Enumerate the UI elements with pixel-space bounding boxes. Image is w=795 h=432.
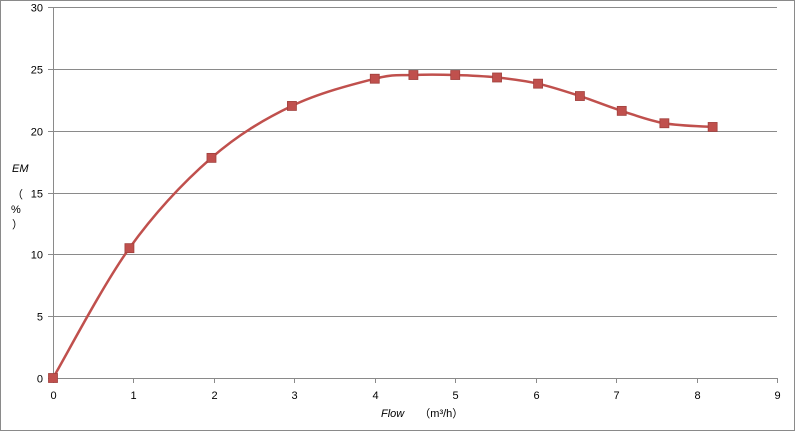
data-point-marker (287, 101, 297, 111)
x-axis-title: Flow （m³/h） (381, 407, 463, 420)
x-axis-title-name: Flow (381, 408, 405, 420)
x-tick-label: 9 (774, 390, 780, 402)
x-tick-label: 3 (291, 390, 297, 402)
data-point-marker (575, 91, 585, 101)
y-axis-title-unit-percent: % (11, 204, 21, 216)
series (48, 70, 718, 383)
x-tick-label: 6 (533, 390, 539, 402)
y-tick-label: 0 (37, 374, 43, 386)
x-tick-label: 5 (452, 390, 458, 402)
tick-labels: 0 5 10 15 20 25 30 0 1 2 3 4 5 6 7 8 9 (31, 3, 781, 403)
y-tick-label: 10 (31, 250, 43, 262)
data-point-marker (616, 105, 627, 116)
x-tick-label: 8 (694, 390, 700, 402)
x-tick-label: 2 (211, 390, 217, 402)
y-tick-label: 20 (31, 127, 43, 139)
y-axis-title-unit-close: ） (12, 218, 23, 231)
data-point-marker (369, 73, 380, 84)
gridlines (53, 7, 777, 317)
y-tick-label: 25 (31, 65, 43, 77)
y-tick-label: 15 (31, 189, 43, 201)
data-point-marker (492, 72, 502, 83)
axes (48, 7, 778, 383)
x-tick-label: 4 (372, 390, 378, 402)
data-point-marker (124, 243, 135, 254)
x-tick-label: 0 (50, 390, 56, 402)
data-point-marker (450, 70, 461, 80)
data-point-marker (707, 122, 718, 132)
data-point-marker (408, 70, 419, 80)
series-line (51, 73, 713, 379)
y-axis-title-name: EM (12, 163, 29, 175)
data-point-marker (48, 373, 58, 383)
data-point-marker (206, 152, 217, 163)
x-tick-label: 1 (130, 390, 136, 402)
axis-titles: Flow （m³/h） EM （ % ） (11, 163, 463, 420)
data-point-marker (533, 78, 543, 89)
x-axis-title-unit: （m³/h） (419, 407, 463, 420)
y-tick-label: 5 (37, 312, 43, 324)
data-point-marker (659, 118, 670, 129)
y-tick-label: 30 (31, 3, 43, 15)
x-tick-label: 7 (613, 390, 619, 402)
y-axis-title-unit-open: （ (12, 188, 23, 201)
